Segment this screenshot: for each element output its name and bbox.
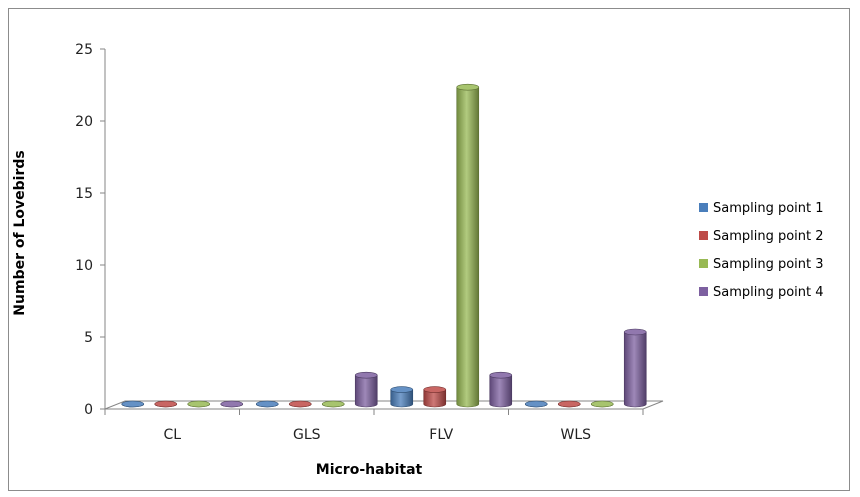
bar: [623, 328, 647, 408]
bar: [154, 400, 178, 408]
chart-floor: [104, 400, 664, 410]
x-tick-label: CL: [163, 427, 181, 443]
bar-body: [489, 374, 513, 408]
bar: [288, 400, 312, 408]
y-tick-label: 5: [84, 330, 93, 346]
bar-body: [623, 331, 647, 408]
bar: [489, 371, 513, 408]
y-tick-label: 15: [75, 186, 93, 202]
bar-top: [154, 400, 178, 408]
x-axis-title: Micro-habitat: [316, 462, 423, 478]
x-tick-label: FLV: [429, 427, 453, 443]
bar-top: [220, 400, 244, 408]
bar: [524, 400, 548, 408]
bar-top: [489, 371, 513, 379]
bar-body: [354, 374, 378, 408]
legend-swatch: [699, 287, 708, 296]
bar: [590, 400, 614, 408]
x-tick-label: GLS: [293, 427, 321, 443]
bar: [390, 386, 414, 408]
y-tick-label: 20: [75, 114, 93, 130]
y-tick-label: 0: [84, 402, 93, 418]
bar-top: [354, 371, 378, 379]
y-axis-title: Number of Lovebirds: [12, 150, 28, 315]
legend-label: Sampling point 1: [713, 201, 824, 216]
bar: [321, 400, 345, 408]
bar: [423, 386, 447, 408]
legend-label: Sampling point 4: [713, 285, 824, 300]
bar-body: [390, 389, 414, 408]
bar-body: [456, 86, 480, 408]
bar: [220, 400, 244, 408]
bar-top: [623, 328, 647, 336]
bar: [557, 400, 581, 408]
bar-top: [423, 386, 447, 393]
bar: [255, 400, 279, 408]
bar-chart: 0 5 10 15 20 25 CL GLS FLV WLS Number of Lovebird…: [12, 42, 824, 478]
legend: Sampling point 1 Sampling point 2 Sampling…: [699, 201, 824, 300]
bar: [354, 371, 378, 408]
bar: [456, 83, 480, 408]
bars-layer: [121, 83, 647, 408]
x-tick-label: WLS: [560, 427, 591, 443]
bar: [187, 400, 211, 408]
bar-top: [121, 400, 145, 408]
bar-top: [288, 400, 312, 408]
chart-frame: 0 5 10 15 20 25 CL GLS FLV WLS Number of Lovebird…: [8, 8, 850, 491]
bar-body: [423, 389, 447, 408]
bar: [121, 400, 145, 408]
bar-top: [390, 386, 414, 393]
bar-top: [456, 83, 480, 91]
bar-top: [590, 400, 614, 408]
legend-swatch: [699, 231, 708, 240]
bar-top: [187, 400, 211, 408]
legend-label: Sampling point 2: [713, 229, 824, 244]
legend-label: Sampling point 3: [713, 257, 824, 272]
legend-swatch: [699, 203, 708, 212]
bar-top: [524, 400, 548, 408]
y-tick-label: 10: [75, 258, 93, 274]
bar-top: [321, 400, 345, 408]
axes-layer: 0 5 10 15 20 25 CL GLS FLV WLS: [75, 42, 664, 443]
bar-top: [557, 400, 581, 408]
legend-swatch: [699, 259, 708, 268]
y-tick-label: 25: [75, 42, 93, 58]
bar-top: [255, 400, 279, 408]
